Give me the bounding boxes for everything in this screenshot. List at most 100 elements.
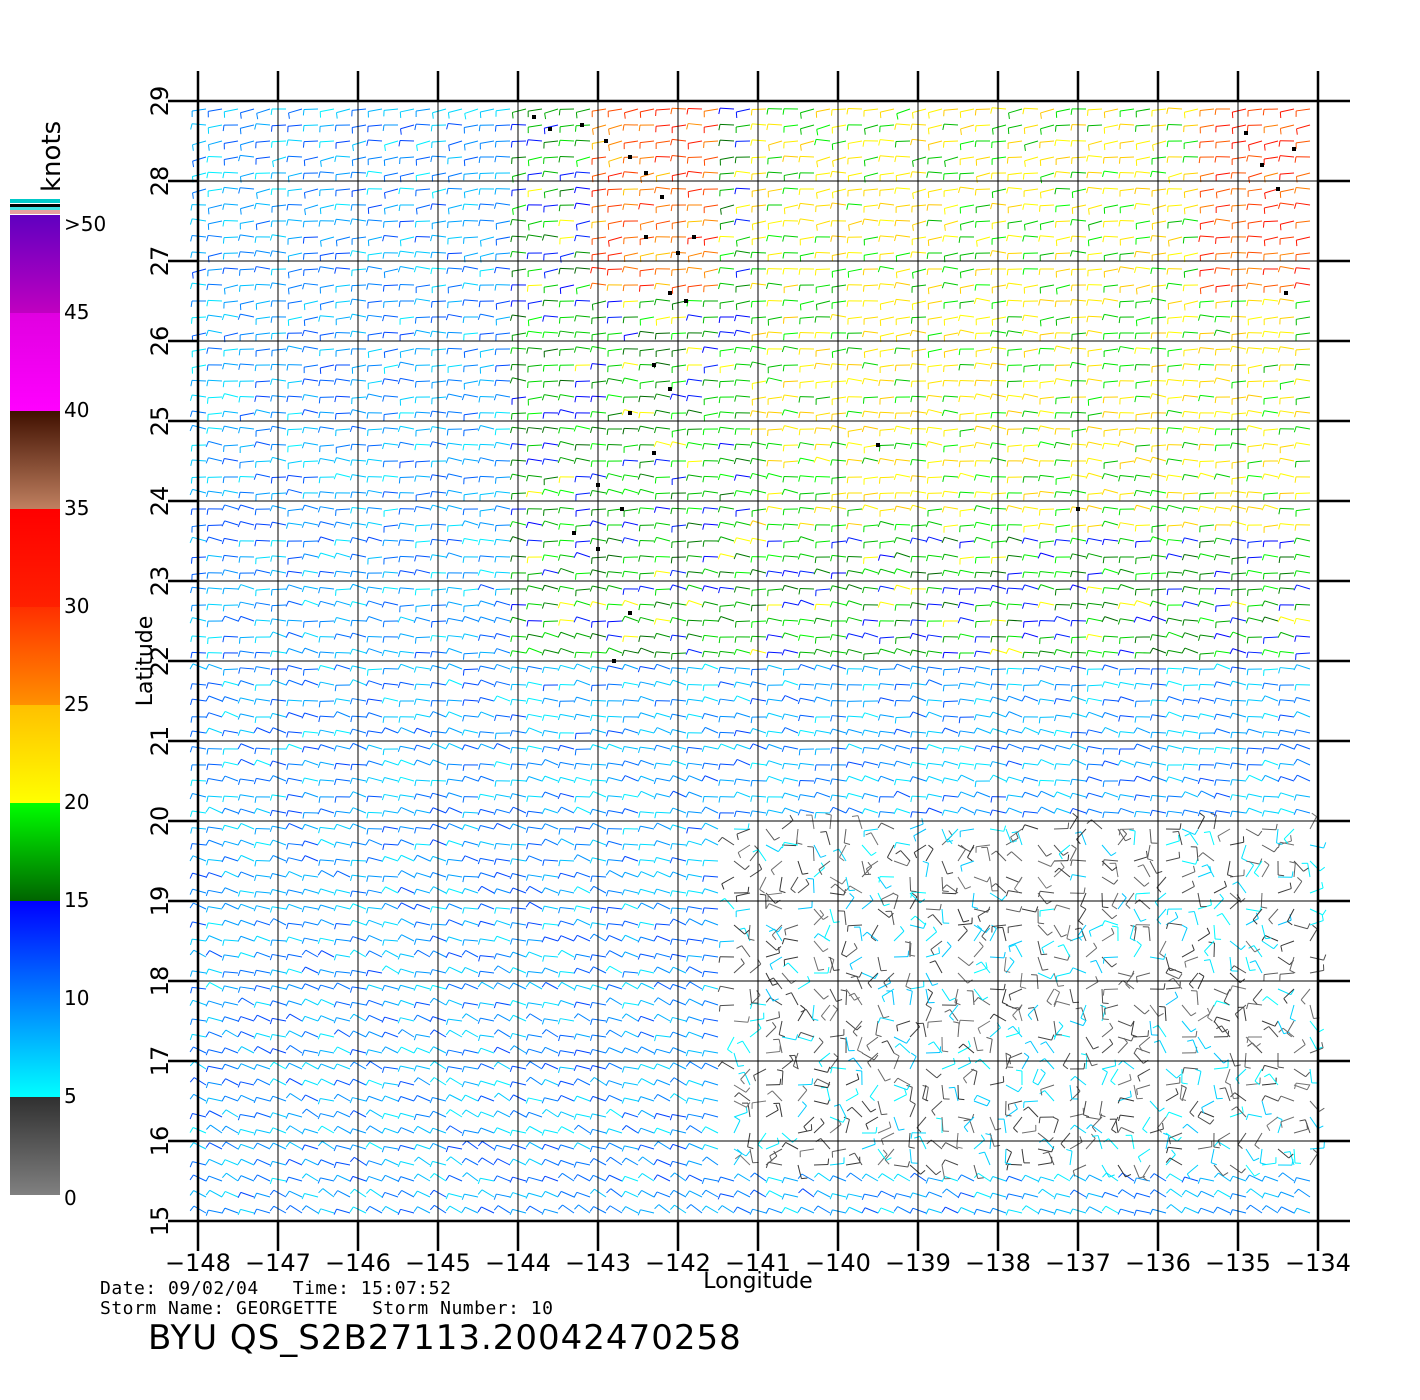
wind-barb (1085, 1206, 1103, 1214)
wind-barb (1117, 1208, 1135, 1215)
wind-barb (462, 1172, 479, 1182)
wind-barb (189, 1190, 207, 1198)
wind-barb (957, 1192, 975, 1199)
wind-barb (1166, 1188, 1183, 1198)
color-scale-label: 0 (64, 1186, 77, 1210)
wind-barb (205, 1209, 223, 1216)
wind-barb (365, 1188, 383, 1198)
wind-barb (1214, 1172, 1231, 1182)
wind-barb (349, 1188, 367, 1198)
wind-barb (1261, 1192, 1279, 1199)
wind-barb (429, 1173, 447, 1182)
wind-barb (765, 1161, 783, 1169)
wind-barb (1149, 1189, 1167, 1198)
wind-barb (877, 1190, 895, 1198)
wind-barb (701, 1189, 719, 1198)
wind-barb (205, 1189, 223, 1198)
wind-barb (301, 1193, 319, 1200)
wind-barb (477, 1206, 495, 1214)
wind-barb (557, 1172, 575, 1182)
wind-barb (285, 1158, 303, 1166)
wind-barb (589, 1188, 607, 1198)
color-scale-label: >50 (64, 212, 106, 236)
wind-barb (733, 1173, 751, 1182)
wind-barb (349, 1206, 367, 1214)
wind-barb (765, 1207, 783, 1214)
wind-barb (1166, 1204, 1183, 1214)
wind-barb (877, 1173, 895, 1182)
wind-barb (269, 1205, 287, 1214)
wind-barb (654, 1204, 671, 1214)
wind-barb (429, 1160, 447, 1168)
wind-barb (381, 1191, 399, 1199)
color-scale-unit: knots (37, 121, 67, 192)
wind-barb (1245, 1174, 1263, 1182)
wind-barb (381, 1205, 399, 1214)
color-scale-label: 5 (64, 1084, 77, 1108)
wind-barb (509, 1176, 527, 1183)
wind-barb (1053, 1208, 1071, 1215)
wind-barb (973, 1208, 991, 1215)
wind-barb (925, 1208, 943, 1215)
wind-barb (1277, 1191, 1295, 1198)
wind-barb (1181, 1189, 1199, 1198)
wind-barb (1261, 1175, 1279, 1182)
wind-barb (1229, 1193, 1247, 1200)
color-scale-label: 10 (64, 986, 89, 1010)
wind-barb (941, 1159, 959, 1166)
wind-barb (589, 1157, 607, 1166)
wind-barb (813, 1190, 831, 1198)
wind-barb (1005, 1209, 1023, 1216)
wind-barb (509, 1208, 527, 1216)
wind-barb (846, 1172, 863, 1182)
wind-barb (941, 1206, 959, 1214)
wind-barb (669, 1160, 687, 1168)
wind-barb (573, 1174, 591, 1182)
wind-barb (989, 1176, 1007, 1183)
wind-vectors (189, 107, 1327, 1216)
wind-barb (621, 1206, 639, 1214)
wind-barb (797, 1206, 815, 1214)
wind-barb (1021, 1174, 1039, 1182)
wind-barb (1133, 1192, 1151, 1199)
wind-barb (493, 1193, 511, 1200)
wind-barb (925, 1177, 943, 1184)
wind-barb (318, 1188, 335, 1198)
wind-barb (814, 1172, 831, 1182)
wind-barb (1102, 1172, 1119, 1182)
wind-barb (205, 1175, 223, 1182)
wind-barb (413, 1206, 431, 1214)
wind-barb (189, 1174, 207, 1182)
wind-barb (221, 1172, 239, 1182)
wind-barb (893, 1161, 911, 1168)
wind-barb (1246, 1204, 1263, 1214)
wind-barb (1197, 1177, 1215, 1184)
wind-barb (1005, 1193, 1023, 1200)
wind-barb (1069, 1208, 1087, 1215)
wind-barb (589, 1206, 607, 1214)
wind-barb (1053, 1193, 1071, 1200)
wind-barb (637, 1172, 655, 1182)
wind-barb (525, 1158, 543, 1166)
plot-area: −148 −147 −146 −145 −144 −143 −142 −141 −140 −139… (146, 71, 1351, 1277)
wind-barb (1197, 1207, 1215, 1214)
color-scale-cap-cyan-2 (10, 207, 60, 210)
wind-barb (413, 1190, 431, 1198)
wind-barb (1117, 1189, 1135, 1198)
color-scale-label: 25 (64, 692, 89, 716)
wind-barb (558, 1204, 575, 1214)
rain-flag-point (572, 531, 576, 535)
wind-barb (349, 1156, 367, 1166)
wind-barb (893, 1206, 911, 1214)
wind-barb (253, 1192, 271, 1199)
rain-flag-point (548, 127, 552, 131)
wind-barb (1181, 1206, 1199, 1214)
wind-barb (574, 1204, 591, 1214)
wind-barb (1181, 1176, 1199, 1183)
wind-barb (349, 1175, 367, 1182)
wind-barb (221, 1191, 239, 1198)
wind-barb (221, 1207, 239, 1214)
wind-barb (493, 1205, 511, 1214)
x-tick-label: −148 (165, 1249, 231, 1277)
